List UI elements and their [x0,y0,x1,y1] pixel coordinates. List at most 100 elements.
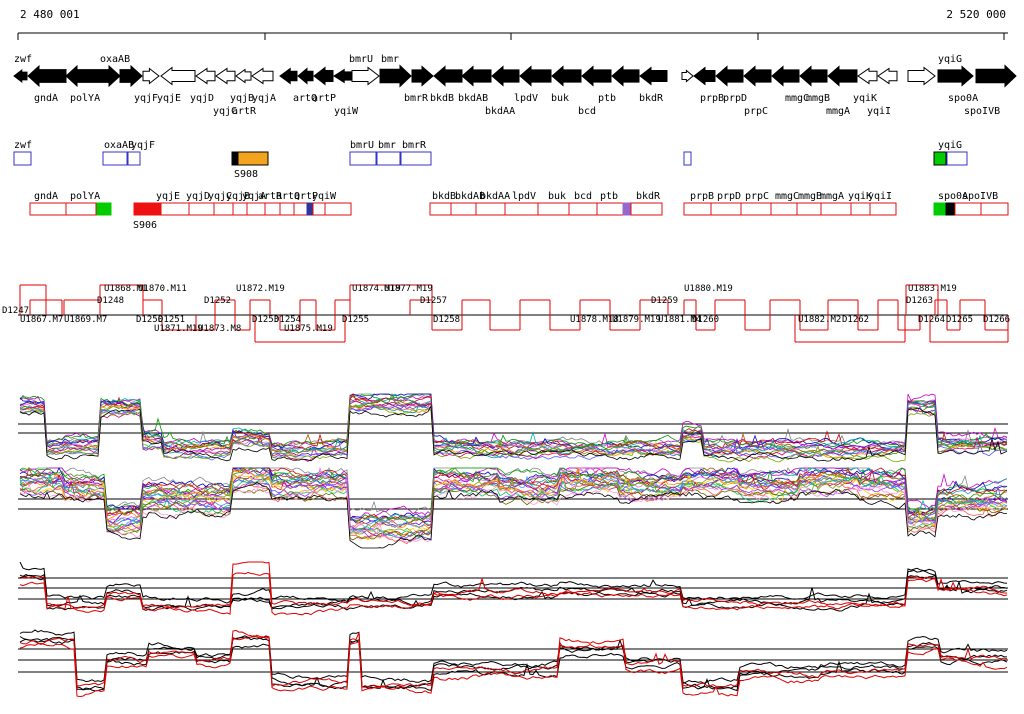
probe-interval[interactable] [279,315,301,331]
segment-box-red[interactable] [264,202,281,216]
segment-box-red[interactable] [622,202,632,216]
gene-arrow[interactable] [877,67,898,85]
segment-box-blue[interactable] [376,151,401,166]
gene-arrow[interactable] [379,64,412,88]
probe-interval[interactable] [249,299,271,315]
gene-arrow[interactable] [13,68,28,84]
probe-interval[interactable] [142,299,163,315]
segment-box-red[interactable] [65,202,97,216]
segment-box-blue[interactable] [933,151,947,166]
segment-box-red[interactable] [450,202,477,216]
segment-box-red[interactable] [232,202,248,216]
gene-arrow[interactable] [715,65,744,87]
segment-box-blue[interactable] [683,151,692,166]
gene-arrow[interactable] [743,65,772,87]
segment-box-red[interactable] [980,202,1009,216]
probe-interval[interactable] [549,315,581,331]
segment-box-red[interactable] [324,202,352,216]
segment-box-red[interactable] [568,202,598,216]
segment-box-blue[interactable] [127,151,141,166]
probe-interval[interactable] [897,315,921,331]
segment-box-red[interactable] [246,202,266,216]
probe-interval[interactable] [609,315,641,331]
gene-arrow[interactable] [519,65,552,87]
segment-box-blue[interactable] [102,151,128,166]
probe-interval[interactable] [214,299,236,315]
gene-arrow[interactable] [65,64,100,88]
gene-arrow[interactable] [799,65,828,87]
gene-arrow[interactable] [937,65,974,87]
probe-interval[interactable] [195,315,216,331]
probe-interval[interactable] [695,315,716,331]
segment-box-red[interactable] [850,202,871,216]
gene-arrow[interactable] [251,67,274,85]
segment-box-red[interactable] [933,202,947,216]
probe-interval[interactable] [254,315,346,343]
gene-arrow[interactable] [279,67,298,85]
probe-interval[interactable] [799,315,829,331]
gene-arrow[interactable] [551,65,582,87]
gene-arrow[interactable] [119,64,143,88]
gene-arrow[interactable] [313,66,334,86]
probe-interval[interactable] [827,299,859,315]
segment-box-red[interactable] [710,202,742,216]
segment-box-blue[interactable] [349,151,377,166]
probe-interval[interactable] [29,299,63,315]
gene-arrow[interactable] [491,65,520,87]
segment-box-blue[interactable] [13,151,32,166]
segment-box-red[interactable] [96,202,112,216]
gene-arrow[interactable] [827,65,858,87]
probe-interval[interactable] [315,315,336,331]
segment-box-red[interactable] [537,202,570,216]
segment-box-red[interactable] [954,202,982,216]
gene-arrow[interactable] [333,68,352,84]
probe-interval[interactable] [234,315,251,331]
segment-box-blue[interactable] [237,151,269,166]
gene-arrow[interactable] [581,65,612,87]
probe-interval[interactable] [857,315,879,331]
segment-box-red[interactable] [29,202,67,216]
gene-arrow[interactable] [160,66,196,86]
gene-arrow[interactable] [693,66,716,86]
probe-interval[interactable] [579,299,611,315]
probe-interval[interactable] [683,299,697,315]
segment-box-red[interactable] [770,202,798,216]
segment-box-red[interactable] [630,202,663,216]
gene-arrow[interactable] [907,66,936,86]
probe-interval[interactable] [934,299,948,315]
gene-arrow[interactable] [351,66,380,86]
probe-interval[interactable] [959,299,986,315]
probe-interval[interactable] [409,299,433,315]
segment-box-red[interactable] [279,202,295,216]
segment-box-red[interactable] [429,202,452,216]
gene-arrow[interactable] [771,65,800,87]
segment-box-red[interactable] [796,202,822,216]
segment-box-red[interactable] [160,202,190,216]
gene-arrow[interactable] [215,67,236,85]
segment-box-red[interactable] [188,202,215,216]
segment-box-blue[interactable] [946,151,968,166]
gene-arrow[interactable] [975,64,1017,88]
probe-interval[interactable] [461,299,491,315]
probe-interval[interactable] [794,315,906,343]
gene-arrow[interactable] [433,65,463,87]
probe-interval[interactable] [519,299,551,315]
probe-interval[interactable] [334,299,351,315]
gene-arrow[interactable] [142,67,160,85]
gene-arrow[interactable] [611,65,640,87]
gene-arrow[interactable] [99,64,121,88]
probe-interval[interactable] [431,315,463,331]
probe-interval[interactable] [929,315,1009,343]
probe-interval[interactable] [877,299,899,315]
gene-arrow[interactable] [195,67,216,85]
segment-box-red[interactable] [945,202,956,216]
segment-box-red[interactable] [312,202,326,216]
probe-interval[interactable] [639,299,669,315]
segment-box-red[interactable] [683,202,712,216]
gene-arrow[interactable] [681,69,694,83]
segment-box-red[interactable] [596,202,624,216]
segment-box-red[interactable] [306,202,314,216]
probe-interval[interactable] [946,315,961,331]
segment-box-red[interactable] [293,202,308,216]
segment-box-red[interactable] [869,202,897,216]
